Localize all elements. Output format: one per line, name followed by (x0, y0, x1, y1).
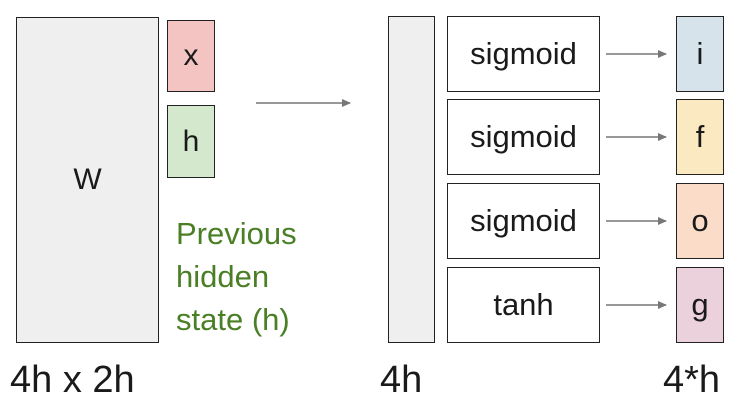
prev-hidden-line-3: state (h) (176, 302, 290, 337)
input-x-label: x (183, 39, 199, 72)
prev-hidden-line-2: hidden (176, 259, 270, 294)
activation-sigmoid-3: sigmoid (447, 183, 600, 259)
activation-label: sigmoid (470, 119, 577, 154)
weight-matrix-label: W (73, 163, 102, 196)
gate-i: i (676, 16, 724, 92)
activation-tanh: tanh (447, 267, 600, 343)
activation-label: sigmoid (470, 36, 577, 71)
prev-hidden-line-1: Previous (176, 216, 297, 251)
gate-f: f (676, 99, 724, 175)
input-h-label: h (182, 124, 200, 158)
gate-label: o (691, 203, 709, 238)
gate-label: g (691, 287, 709, 322)
result-vector-4h (388, 16, 435, 343)
gate-label: f (695, 119, 705, 154)
activation-label: sigmoid (470, 203, 577, 238)
previous-hidden-state-label: Previous hidden state (h) (176, 212, 297, 341)
input-vector-h: h (167, 105, 215, 178)
gate-g: g (676, 267, 724, 343)
gate-label: i (696, 36, 704, 71)
input-vector-x: x (167, 20, 215, 92)
activation-sigmoid-1: sigmoid (447, 16, 600, 92)
weight-dims-label: 4h x 2h (10, 359, 135, 401)
gates-dims-label: 4*h (663, 359, 721, 401)
result-dims-label: 4h (380, 359, 423, 401)
weight-matrix-w: W (16, 17, 159, 343)
activation-label: tanh (493, 287, 554, 322)
gate-o: o (676, 183, 724, 259)
activation-sigmoid-2: sigmoid (447, 99, 600, 175)
